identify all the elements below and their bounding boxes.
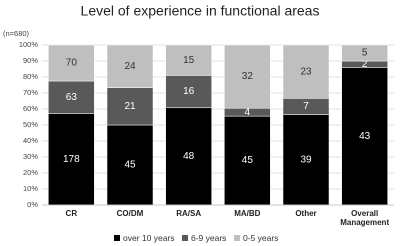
- legend-label: 0-5 years: [243, 233, 278, 243]
- bar-segment: [224, 115, 271, 206]
- x-tick-label: Other: [295, 209, 317, 218]
- data-label: 48: [183, 151, 195, 162]
- chart-title: Level of experience in functional areas: [81, 3, 320, 19]
- y-tick-label: 80%: [23, 72, 38, 81]
- data-label: 23: [300, 66, 312, 77]
- x-tick-label: CO/DM: [116, 209, 144, 218]
- y-tick-label: 40%: [23, 136, 38, 145]
- bar-segment: [341, 44, 388, 62]
- data-label: 5: [362, 48, 368, 59]
- bar-segment: [165, 107, 212, 206]
- data-label: 16: [183, 86, 195, 97]
- bar-segment: [224, 44, 271, 109]
- x-tick-label: MA/BD: [234, 209, 261, 218]
- data-label: 21: [124, 101, 136, 112]
- legend-label: 6-9 years: [191, 233, 226, 243]
- bar-segment: [165, 75, 212, 109]
- bar-segment: [106, 124, 154, 206]
- y-tick-label: 0%: [27, 200, 38, 209]
- y-tick-label: 30%: [23, 152, 38, 161]
- y-tick-label: 100%: [19, 40, 39, 49]
- bar-segment: [282, 44, 330, 99]
- legend-swatch: [234, 235, 240, 241]
- bar-segment: [48, 44, 95, 82]
- data-label: 178: [63, 154, 80, 165]
- x-tick-label: CR: [65, 209, 78, 218]
- data-label: 2: [362, 59, 368, 70]
- y-tick-label: 70%: [23, 88, 38, 97]
- sample-note: (n=680): [3, 29, 30, 38]
- data-label: 15: [183, 55, 195, 66]
- legend-swatch: [182, 235, 188, 241]
- data-label: 24: [124, 61, 136, 72]
- bar-segment: [341, 67, 388, 206]
- legend-swatch: [114, 235, 120, 241]
- data-label: 39: [300, 154, 312, 165]
- data-label: 45: [242, 155, 254, 166]
- data-label: 7: [303, 101, 309, 112]
- data-label: 32: [242, 71, 254, 82]
- bar-segment: [106, 87, 154, 126]
- y-tick-label: 60%: [23, 104, 38, 113]
- data-label: 43: [359, 131, 371, 142]
- x-tick-label: RA/SA: [176, 209, 202, 218]
- bar-segment: [48, 80, 95, 114]
- y-tick-label: 90%: [23, 56, 38, 65]
- data-label: 45: [124, 160, 136, 171]
- data-label: 4: [245, 107, 251, 118]
- data-label: 63: [66, 92, 78, 103]
- x-tick-label: Overall Management: [340, 209, 390, 227]
- bar-segment: [106, 44, 154, 88]
- legend-label: over 10 years: [123, 233, 175, 243]
- bar-segment: [165, 44, 212, 76]
- y-tick-label: 20%: [23, 168, 38, 177]
- bar-segment: [282, 114, 330, 206]
- data-label: 70: [66, 58, 78, 69]
- y-tick-label: 10%: [23, 184, 38, 193]
- y-tick-label: 50%: [23, 120, 38, 129]
- bar-segment: [48, 113, 95, 206]
